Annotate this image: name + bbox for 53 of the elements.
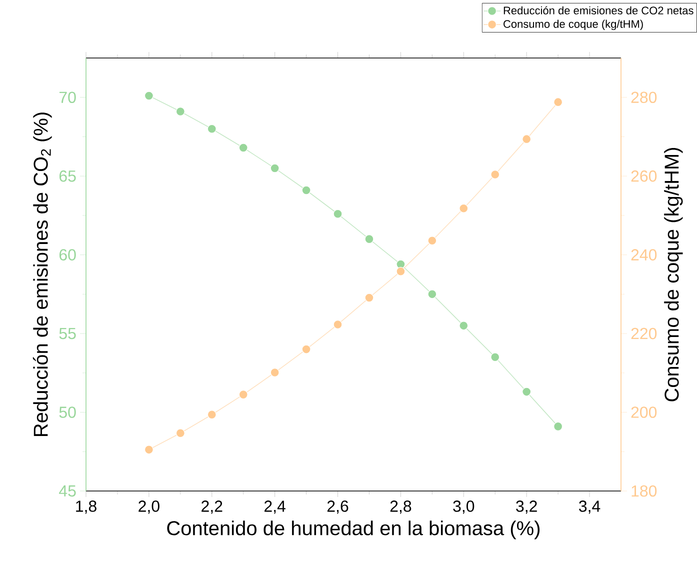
point xyxy=(270,368,280,378)
point xyxy=(554,422,563,431)
point xyxy=(144,445,154,454)
y2-axis-title: Consumo de coque (kg/tHM) xyxy=(664,148,683,402)
point xyxy=(364,293,374,302)
y2-tick-label: 220 xyxy=(631,328,657,340)
y2-tick-label: 260 xyxy=(631,170,657,182)
x-tick-label: 2,4 xyxy=(264,500,286,514)
y-tick-label: 70 xyxy=(59,92,76,104)
point xyxy=(490,170,500,180)
point xyxy=(302,344,311,354)
point xyxy=(459,321,468,330)
point xyxy=(144,91,154,100)
point xyxy=(333,209,342,218)
y2-tick-label: 180 xyxy=(632,485,657,497)
x-tick-label: 1,8 xyxy=(76,500,96,514)
x-axis-title: Contenido de humedad en la biomasa (%) xyxy=(167,520,540,540)
point xyxy=(176,107,185,116)
point xyxy=(554,98,563,107)
x-tick-label: 2,8 xyxy=(390,500,412,514)
point xyxy=(428,236,437,246)
point xyxy=(176,428,185,438)
x-tick-label: 2,0 xyxy=(138,500,160,514)
point xyxy=(364,234,374,244)
point xyxy=(270,164,280,173)
y-axis-title: Reducción de emisiones de CO$_{2}$ (%) xyxy=(32,112,52,436)
y-tick-label: 45 xyxy=(59,485,76,497)
y-tick-label: 50 xyxy=(59,406,76,418)
y2-tick-label: 280 xyxy=(631,92,657,104)
point xyxy=(490,352,500,362)
point xyxy=(207,124,216,134)
y-tick-label: 65 xyxy=(59,170,76,182)
point xyxy=(522,134,532,144)
point xyxy=(238,143,248,152)
point xyxy=(428,290,437,299)
point xyxy=(522,387,532,396)
y-tick-label: 55 xyxy=(59,328,76,340)
x-tick-label: 3,2 xyxy=(516,500,537,514)
point xyxy=(302,186,311,195)
x-tick-label: 3,4 xyxy=(579,500,600,514)
y-tick-label: 60 xyxy=(59,249,76,260)
point xyxy=(333,320,342,329)
point xyxy=(238,390,248,400)
point xyxy=(207,410,216,420)
x-tick-label: 3,0 xyxy=(453,500,474,514)
legend-label: Reducción de emisiones de CO2 netas xyxy=(504,6,694,14)
point xyxy=(459,204,468,213)
y2-tick-label: 240 xyxy=(631,249,657,260)
legend-label: Consumo de coque (kg/tHM) xyxy=(504,20,643,30)
point xyxy=(396,266,406,276)
x-tick-label: 2,2 xyxy=(202,500,222,514)
y2-tick-label: 200 xyxy=(631,406,657,418)
x-tick-label: 2,6 xyxy=(327,500,348,514)
